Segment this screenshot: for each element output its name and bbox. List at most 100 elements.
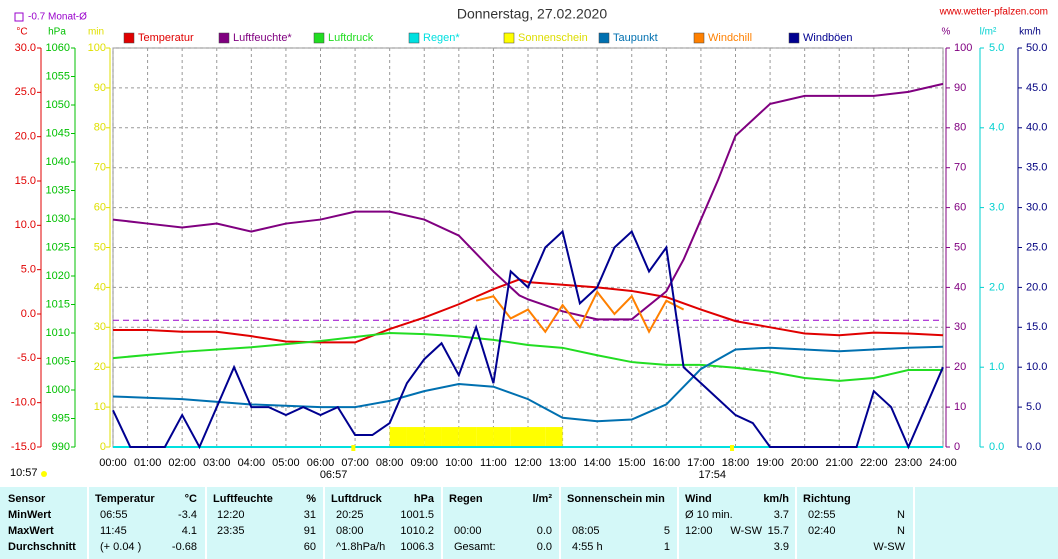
y-tick-label: 50.0 [1026,42,1047,54]
table-cell: N [897,509,905,521]
table-cell: 15.7 [768,525,789,537]
y-tick-label: 25.0 [15,86,36,98]
table-header: hPa [414,493,435,505]
y-tick-label: 60 [954,202,966,214]
y-tick-label: -10.0 [11,397,36,409]
sunset-label: 17:54 [699,469,727,481]
table-header: Richtung [803,493,851,505]
legend-label: Windböen [803,32,853,44]
y-tick-label: 45.0 [1026,82,1047,94]
x-tick-label: 19:00 [756,457,784,469]
y-tick-label: 5.0 [21,264,36,276]
table-cell: 02:40 [808,525,836,537]
table-cell: 20:25 [336,509,364,521]
y-tick-label: 70 [94,162,106,174]
y-tick-label: 20.0 [1026,281,1047,293]
sunshine-bar [406,427,425,447]
y-tick-label: 60 [94,202,106,214]
legend-label: Windchill [708,32,752,44]
table-background [0,487,1058,559]
legend-label: Regen* [423,32,460,44]
x-tick-label: 20:00 [791,457,819,469]
avg-label: -0.7 Monat-Ø [28,12,87,23]
y-tick-label: 1060 [46,42,70,54]
y-tick-label: 990 [52,441,70,453]
table-cell: W-SW [730,525,762,537]
sunshine-bar [441,427,459,447]
x-tick-label: 01:00 [134,457,162,469]
table-header: Sensor [8,493,46,505]
y-tick-label: 10.0 [15,219,36,231]
x-tick-label: 16:00 [653,457,681,469]
x-tick-label: 18:00 [722,457,750,469]
table-cell: 4:55 h [572,541,603,553]
legend-swatch [693,32,705,44]
table-cell: -3.4 [178,509,197,521]
x-tick-label: 03:00 [203,457,231,469]
y-tick-label: 40 [954,281,966,293]
y-tick-label: 30 [954,321,966,333]
table-cell: Gesamt: [454,541,496,553]
sunshine-bar [476,427,494,447]
table-cell: 11:45 [100,525,127,537]
sunshine-bar [458,427,477,447]
y-tick-label: 30 [94,321,106,333]
sunshine-bar [389,427,407,447]
chart-title: Donnerstag, 27.02.2020 [457,6,607,22]
table-cell: 3.9 [774,541,789,553]
table-cell: 1006.3 [400,541,434,553]
table-cell: 1001.5 [400,509,434,521]
sunshine-bar [493,427,511,447]
x-tick-label: 14:00 [583,457,611,469]
current-time: 10:57 [10,467,38,479]
y-tick-label: 50 [954,241,966,253]
table-cell: Ø 10 min. [685,509,733,521]
y-tick-label: 5.0 [1026,401,1041,413]
y-tick-label: 30.0 [1026,202,1047,214]
y-tick-label: 35.0 [1026,162,1047,174]
table-cell: 0.0 [537,541,552,553]
y-tick-label: 1010 [46,327,70,339]
legend-label: Taupunkt [613,32,658,44]
x-tick-label: 08:00 [376,457,404,469]
legend-label: Luftfeuchte* [233,32,292,44]
y-tick-label: 0 [954,441,960,453]
legend-swatch [218,32,230,44]
y-tick-label: 20 [954,361,966,373]
y-tick-label: 70 [954,162,966,174]
legend-swatch [788,32,800,44]
y-tick-label: 3.0 [989,202,1004,214]
axis-unit: % [942,27,951,38]
y-tick-label: 30.0 [15,42,36,54]
table-header: Luftdruck [331,493,383,505]
legend-swatch [123,32,135,44]
x-tick-label: 09:00 [410,457,438,469]
table-cell: 12:20 [217,509,245,521]
table-separators [87,487,915,559]
y-tick-label: 0.0 [1026,441,1041,453]
table-cell: -0.68 [172,541,197,553]
table-cell: 23:35 [217,525,245,537]
x-tick-label: 13:00 [549,457,577,469]
y-tick-label: 10 [94,401,106,413]
x-tick-label: 23:00 [895,457,923,469]
y-tick-label: 0.0 [21,308,36,320]
table-header: % [306,493,316,505]
y-tick-label: 90 [954,82,966,94]
y-tick-label: 10 [954,401,966,413]
series-line [112,82,944,321]
table-header: Sonnenschein min [567,493,665,505]
table-cell: 60 [304,541,316,553]
y-tick-label: 1050 [46,99,70,111]
series-line [112,331,943,382]
axis-unit: °C [16,27,27,38]
x-tick-label: 17:00 [687,457,715,469]
y-tick-label: 2.0 [989,281,1004,293]
table-cell: 1 [664,541,670,553]
legend-swatch [503,32,515,44]
y-tick-label: 1025 [46,241,70,253]
axis-unit: hPa [48,27,66,38]
sunshine-bar [528,427,546,447]
row-label: MaxWert [8,525,54,537]
